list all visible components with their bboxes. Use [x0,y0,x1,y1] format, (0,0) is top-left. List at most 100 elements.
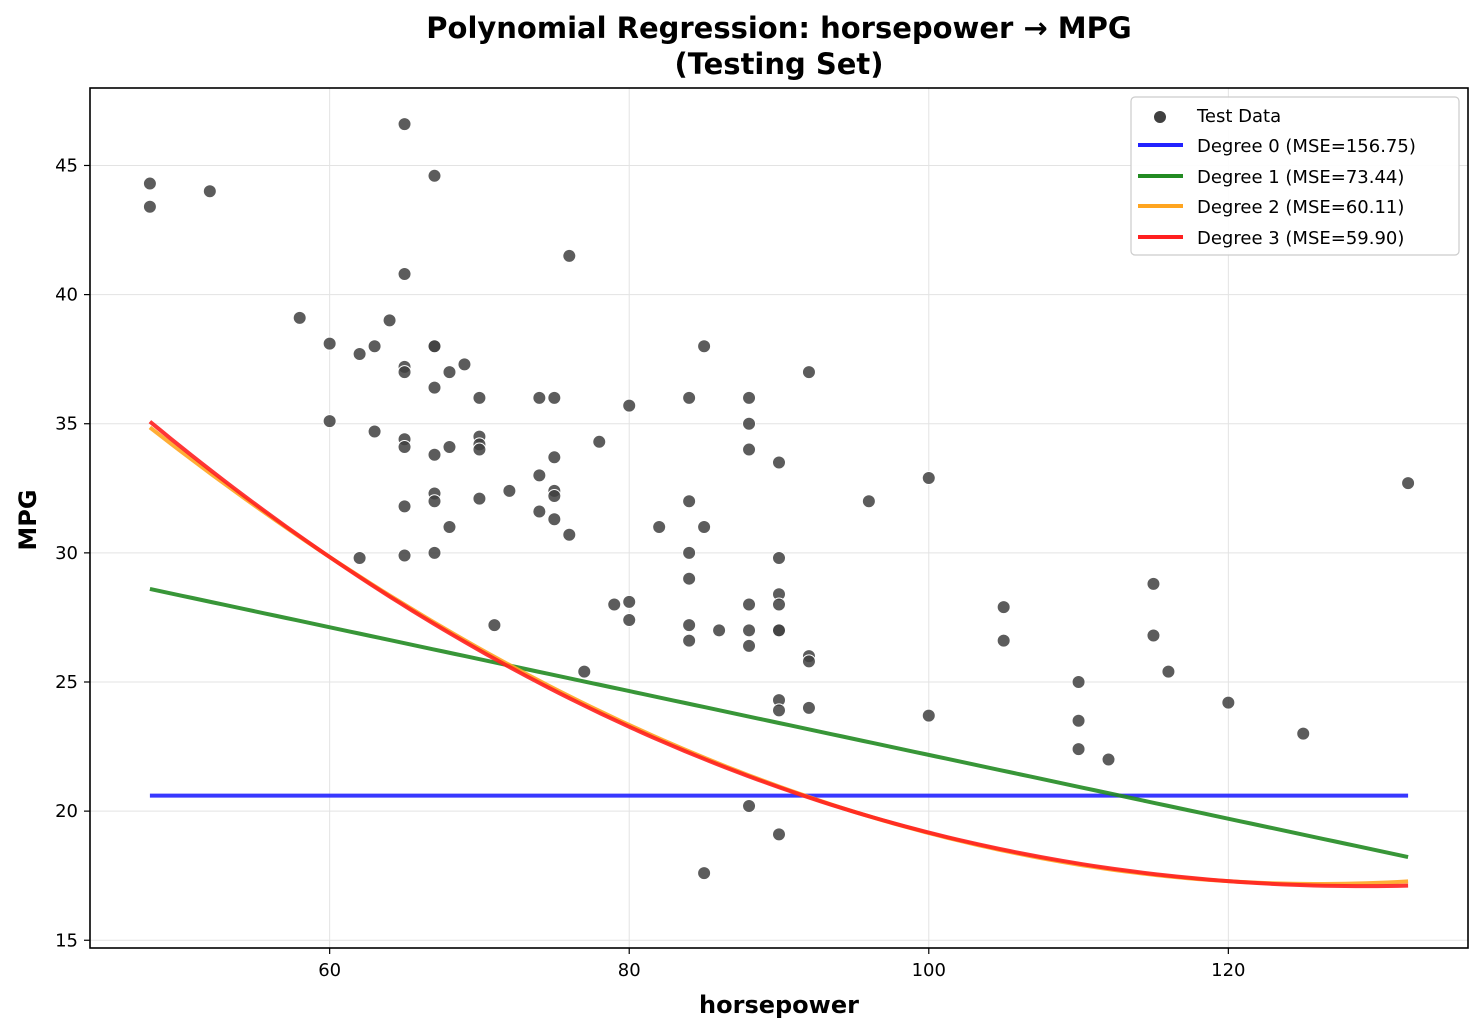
data-point [1401,476,1416,491]
plot-frame [89,87,1469,949]
data-point [861,494,876,509]
data-point [202,184,217,199]
legend: Test Data Degree 0 (MSE=156.75) Degree 1… [1130,96,1460,256]
data-point [712,623,727,638]
data-point [697,339,712,354]
data-point [742,638,757,653]
data-point [772,703,786,718]
data-point [427,545,442,560]
legend-label-test-data: Test Data [1196,106,1281,127]
data-point [367,339,382,354]
data-point [772,551,786,566]
data-point [682,390,697,405]
data-point [322,336,337,351]
data-point [772,827,786,842]
data-point [292,310,307,325]
legend-label-degree1: Degree 1 (MSE=73.44) [1197,167,1404,188]
data-point [532,504,547,519]
data-point [772,597,786,612]
data-point [682,545,697,560]
legend-marker-test-data [1153,110,1167,124]
data-point [397,266,412,281]
y-tick-label: 25 [55,672,78,693]
data-point [442,520,457,535]
data-point [996,600,1011,615]
data-point [427,447,442,462]
y-axis-label: MPG [14,489,42,550]
data-point [547,390,562,405]
data-point [457,357,472,372]
data-point [742,597,757,612]
x-axis-ticks: 60 80 100 120 [318,948,1246,981]
data-point [772,455,786,470]
data-point [352,347,367,362]
data-point [921,708,936,723]
data-point [607,597,622,612]
data-point [682,633,697,648]
data-point [397,365,412,380]
y-tick-label: 30 [55,543,78,564]
y-tick-label: 45 [55,155,78,176]
data-point [1101,752,1116,767]
data-point [742,416,757,431]
legend-label-degree0: Degree 0 (MSE=156.75) [1197,136,1416,157]
data-point [427,168,442,183]
data-point [487,618,502,633]
data-point [1146,628,1161,643]
data-point [562,248,577,263]
data-point [397,439,412,454]
data-point [1221,695,1236,710]
data-point [352,551,367,566]
data-point [322,414,337,429]
data-point [697,520,712,535]
x-tick-label: 100 [912,960,946,981]
data-point [697,866,712,881]
y-axis-ticks: 15 20 25 30 35 40 45 [55,155,90,951]
fit-line-degree-1 [149,586,1409,859]
data-point [472,390,487,405]
data-point [1071,674,1086,689]
data-point [1071,742,1086,757]
data-point [622,613,637,628]
data-point [427,380,442,395]
data-point [801,365,816,380]
y-tick-label: 35 [55,414,78,435]
data-point [1296,726,1311,741]
data-point [682,571,697,586]
y-tick-label: 20 [55,801,78,822]
fit-lines [148,420,1409,889]
data-point [742,390,757,405]
grid-lines [90,88,1468,948]
x-tick-label: 60 [318,960,341,981]
data-point [772,623,786,638]
data-point [472,491,487,506]
data-point [442,365,457,380]
legend-box [1130,96,1460,256]
x-tick-label: 80 [618,960,641,981]
data-point [547,489,562,504]
data-point [472,442,487,457]
data-point [1161,664,1176,679]
data-point [532,390,547,405]
x-tick-label: 120 [1211,960,1245,981]
data-point [397,499,412,514]
data-point [682,618,697,633]
data-point [801,700,816,715]
data-point [442,439,457,454]
data-point [801,654,816,669]
data-point [547,450,562,465]
data-point [742,798,757,813]
data-point [742,623,757,638]
data-point [622,398,637,413]
data-point [622,594,637,609]
y-tick-label: 40 [55,285,78,306]
data-point [397,548,412,563]
data-point [1146,576,1161,591]
data-point [547,512,562,527]
data-point [367,424,382,439]
data-point [382,313,397,328]
data-point [921,470,936,485]
fit-line-degree-3 [148,420,1409,889]
data-point [742,442,757,457]
